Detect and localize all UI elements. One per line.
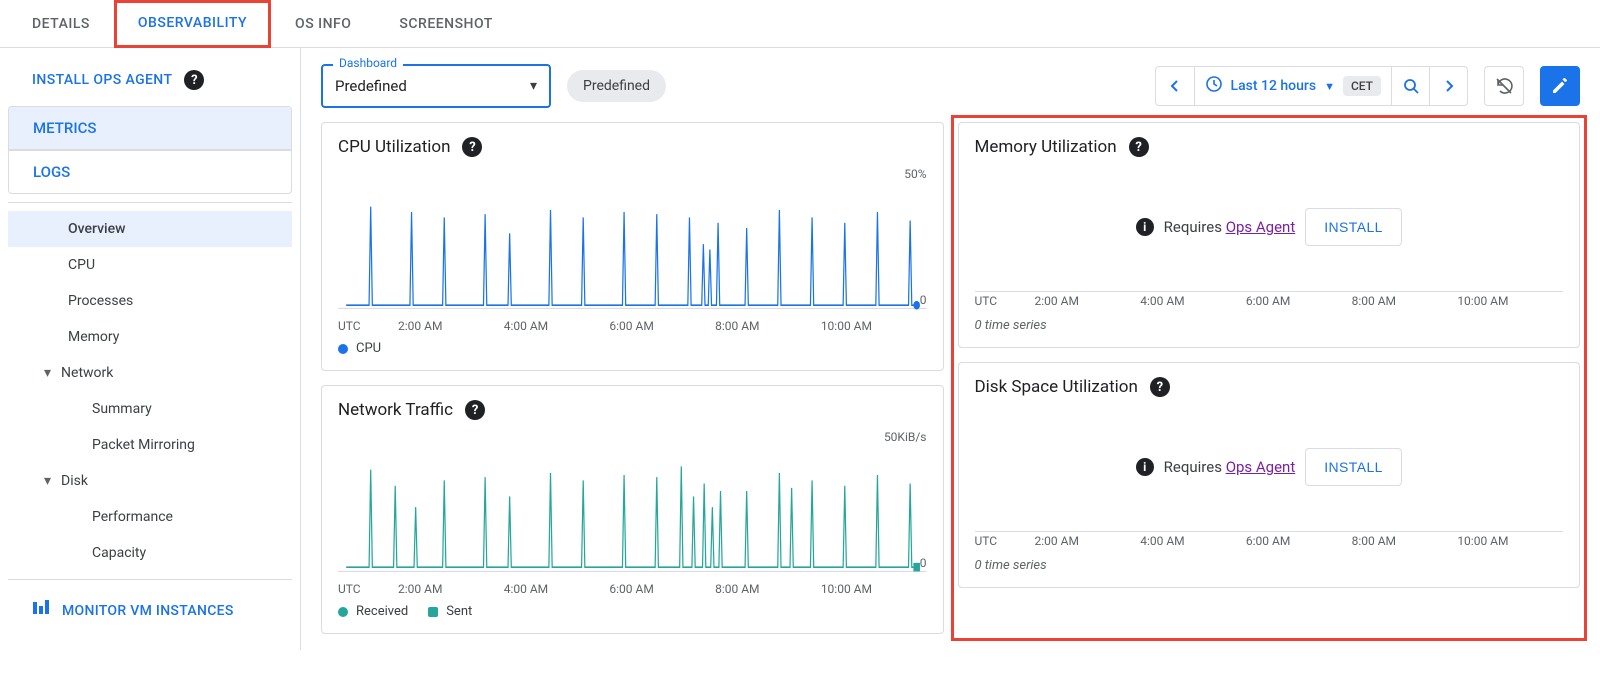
monitor-icon <box>32 600 52 621</box>
dashboard-toolbar: Dashboard Predefined ▾ Predefined Last 1… <box>321 64 1580 108</box>
help-icon[interactable]: ? <box>465 400 485 420</box>
nav-packet-mirroring[interactable]: Packet Mirroring <box>8 427 292 463</box>
chevron-down-icon: ▾ <box>530 78 537 94</box>
nav-overview[interactable]: Overview <box>8 211 292 247</box>
chart-legend: CPU <box>338 341 927 356</box>
time-range-picker: Last 12 hours ▼ CET <box>1155 66 1468 106</box>
dashboard-select-label: Dashboard <box>333 56 403 70</box>
install-button[interactable]: INSTALL <box>1305 208 1402 246</box>
timezone-badge: CET <box>1343 76 1381 96</box>
x-axis: UTC2:00 AM4:00 AM6:00 AM8:00 AM10:00 AM <box>338 319 927 333</box>
ops-agent-link[interactable]: Ops Agent <box>1226 218 1296 236</box>
install-button[interactable]: INSTALL <box>1305 448 1402 486</box>
help-icon[interactable]: ? <box>1129 137 1149 157</box>
install-ops-agent-link[interactable]: INSTALL OPS AGENT <box>32 72 172 88</box>
help-icon[interactable]: ? <box>184 70 204 90</box>
ops-agent-link[interactable]: Ops Agent <box>1226 458 1296 476</box>
info-icon: i <box>1136 218 1154 236</box>
help-icon[interactable]: ? <box>462 137 482 157</box>
card-title: Memory Utilization <box>975 137 1117 157</box>
edit-button[interactable] <box>1540 66 1580 106</box>
card-title: Network Traffic <box>338 400 453 420</box>
x-axis: UTC2:00 AM4:00 AM6:00 AM8:00 AM10:00 AM <box>338 582 927 596</box>
nav-performance[interactable]: Performance <box>8 499 292 535</box>
time-range-button[interactable]: Last 12 hours ▼ CET <box>1194 67 1391 105</box>
nav-network[interactable]: ▾Network <box>8 355 292 391</box>
nav-list: Overview CPU Processes Memory ▾Network S… <box>8 202 292 580</box>
reset-icon-button[interactable] <box>1484 66 1524 106</box>
caret-down-icon: ▾ <box>44 473 51 489</box>
card-title: CPU Utilization <box>338 137 450 157</box>
memory-utilization-card: Memory Utilization ? i Requires Ops Agen… <box>958 122 1581 348</box>
x-axis: UTC2:00 AM4:00 AM6:00 AM8:00 AM10:00 AM <box>975 534 1564 548</box>
info-icon: i <box>1136 458 1154 476</box>
nav-memory[interactable]: Memory <box>8 319 292 355</box>
disk-utilization-card: Disk Space Utilization ? i Requires Ops … <box>958 362 1581 588</box>
main-content: Dashboard Predefined ▾ Predefined Last 1… <box>300 48 1600 650</box>
chevron-down-icon: ▼ <box>1324 80 1335 93</box>
caret-down-icon: ▾ <box>44 365 51 381</box>
zero-series-label: 0 time series <box>975 318 1564 333</box>
time-zoom-button[interactable] <box>1391 67 1429 105</box>
chart-legend: ReceivedSent <box>338 604 927 619</box>
top-tabs: DETAILS OBSERVABILITY OS INFO SCREENSHOT <box>0 0 1600 48</box>
zero-series-label: 0 time series <box>975 558 1564 573</box>
cpu-utilization-card: CPU Utilization ? 50% 0 UTC2:00 AM4:00 A… <box>321 122 944 371</box>
right-charts-column: Memory Utilization ? i Requires Ops Agen… <box>956 120 1583 636</box>
cpu-chart[interactable]: 50% 0 <box>338 167 927 317</box>
time-next-button[interactable] <box>1429 67 1467 105</box>
tab-details[interactable]: DETAILS <box>8 0 114 48</box>
left-charts-column: CPU Utilization ? 50% 0 UTC2:00 AM4:00 A… <box>321 122 944 634</box>
predefined-chip[interactable]: Predefined <box>567 70 666 102</box>
dashboard-select-value: Predefined <box>335 77 530 95</box>
dashboard-select[interactable]: Dashboard Predefined ▾ <box>321 64 551 108</box>
clock-icon <box>1205 75 1223 97</box>
network-traffic-card: Network Traffic ? 50KiB/s 0 UTC2:00 AM4:… <box>321 385 944 634</box>
x-axis: UTC2:00 AM4:00 AM6:00 AM8:00 AM10:00 AM <box>975 294 1564 308</box>
nav-summary[interactable]: Summary <box>8 391 292 427</box>
network-chart[interactable]: 50KiB/s 0 <box>338 430 927 580</box>
nav-processes[interactable]: Processes <box>8 283 292 319</box>
tab-observability[interactable]: OBSERVABILITY <box>114 0 271 48</box>
card-title: Disk Space Utilization <box>975 377 1138 397</box>
time-prev-button[interactable] <box>1156 67 1194 105</box>
side-tab-logs[interactable]: LOGS <box>9 150 291 193</box>
nav-disk[interactable]: ▾Disk <box>8 463 292 499</box>
nav-cpu[interactable]: CPU <box>8 247 292 283</box>
help-icon[interactable]: ? <box>1150 377 1170 397</box>
side-tab-metrics[interactable]: METRICS <box>9 107 291 150</box>
tab-os-info[interactable]: OS INFO <box>271 0 375 48</box>
monitor-vm-instances-link[interactable]: MONITOR VM INSTANCES <box>62 603 234 619</box>
nav-capacity[interactable]: Capacity <box>8 535 292 571</box>
tab-screenshot[interactable]: SCREENSHOT <box>375 0 516 48</box>
sidebar: INSTALL OPS AGENT ? METRICS LOGS Overvie… <box>0 48 300 650</box>
